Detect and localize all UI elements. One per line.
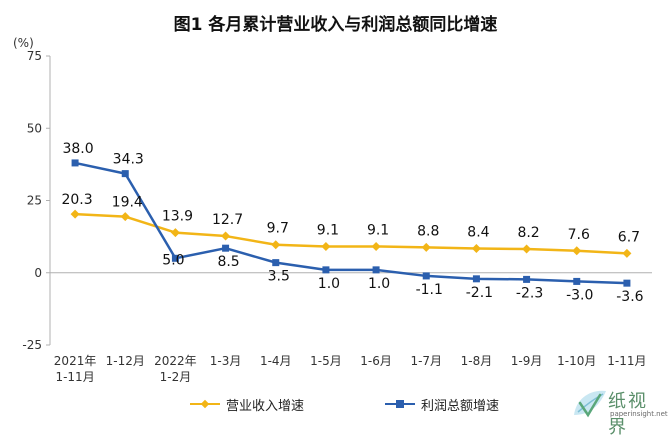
data-point-revenue (321, 241, 331, 251)
data-label-revenue: 12.7 (212, 212, 243, 228)
data-label-revenue: 8.4 (467, 224, 489, 240)
data-point-profit (523, 275, 531, 283)
x-tick-label: 1-12月 (106, 354, 145, 368)
legend-item-revenue: 营业收入增速 (190, 395, 305, 414)
data-point-profit (372, 266, 380, 274)
x-tick-label: 1-4月 (260, 354, 292, 368)
data-point-profit (623, 279, 631, 287)
legend-label-profit: 利润总额增速 (421, 398, 500, 414)
data-label-profit: -3.0 (566, 287, 593, 303)
y-tick-label: 75 (27, 49, 42, 63)
line-chart: 75 50 25 0 -25 2021年 1-11月 1-12月 2022年 1-2月 1-3月 1-… (22, 49, 652, 384)
data-point-revenue (421, 242, 431, 252)
data-point-profit (71, 159, 79, 167)
data-label-profit: 5.0 (162, 252, 184, 268)
y-tick-label: 25 (27, 194, 42, 208)
data-point-revenue (120, 212, 130, 222)
watermark-logo: 纸视界 paperinsight.net (570, 385, 668, 438)
y-tick-label: 50 (27, 121, 42, 135)
x-tick-label: 1-11月 (55, 370, 94, 384)
chart-axes: 75 50 25 0 -25 2021年 1-11月 1-12月 2022年 1-2月 1-3月 1-… (22, 49, 652, 384)
data-point-revenue (622, 248, 632, 258)
series-line-revenue (75, 212, 627, 255)
data-label-revenue: 19.4 (112, 195, 143, 211)
data-point-profit (121, 170, 129, 178)
data-label-profit: -1.1 (416, 282, 443, 298)
data-point-revenue (371, 241, 381, 251)
data-point-profit (272, 259, 280, 267)
data-label-revenue: 8.8 (417, 223, 439, 239)
data-label-profit: 38.0 (62, 141, 93, 157)
data-label-profit: -3.6 (616, 289, 643, 305)
data-point-profit (322, 266, 330, 274)
x-tick-label: 1-11月 (607, 354, 646, 368)
chart-title: 图1 各月累计营业收入与利润总额同比增速 (173, 15, 498, 35)
series-line-profit (74, 161, 627, 285)
y-tick-label: -25 (22, 338, 42, 352)
data-point-profit (222, 244, 230, 252)
legend-marker-profit (396, 400, 404, 408)
legend-item-profit: 利润总额增速 (385, 395, 500, 414)
watermark-text-en: paperinsight.net (610, 410, 668, 418)
legend-label-revenue: 营业收入增速 (226, 398, 305, 414)
data-label-revenue: 7.6 (568, 227, 590, 243)
data-label-profit: 34.3 (113, 152, 144, 168)
data-point-revenue (572, 246, 582, 256)
data-label-profit: -2.3 (516, 285, 543, 301)
x-tick-label: 1-8月 (461, 354, 493, 368)
y-axis-unit-label: (%) (13, 36, 34, 50)
x-tick-label: 2022年 (154, 354, 197, 368)
data-label-revenue: 9.1 (317, 222, 339, 238)
data-label-revenue: 20.3 (61, 192, 92, 208)
data-point-profit (573, 277, 581, 285)
x-tick-label: 1-2月 (160, 370, 192, 384)
data-label-profit: 1.0 (368, 276, 390, 292)
data-point-revenue (522, 244, 532, 254)
data-label-profit: 3.5 (268, 269, 290, 285)
watermark-leaf-icon (574, 390, 606, 418)
data-point-revenue (170, 228, 180, 238)
series-layer (70, 159, 632, 287)
legend-marker-revenue (200, 399, 210, 409)
data-point-profit (422, 272, 430, 280)
data-point-profit (472, 275, 480, 283)
x-tick-label: 1-6月 (360, 354, 392, 368)
x-tick-label: 1-9月 (511, 354, 543, 368)
x-tick-label: 1-3月 (210, 354, 242, 368)
data-label-profit: 8.5 (217, 254, 239, 270)
data-label-profit: -2.1 (466, 285, 493, 301)
data-label-revenue: 9.1 (367, 222, 389, 238)
x-tick-label: 1-5月 (310, 354, 342, 368)
data-label-profit: 1.0 (318, 276, 340, 292)
legend-swatch-profit (385, 397, 415, 411)
data-point-revenue (221, 231, 231, 241)
y-tick-label: 0 (34, 266, 42, 280)
data-label-revenue: 6.7 (618, 229, 640, 245)
data-point-revenue (70, 209, 80, 219)
data-point-revenue (271, 240, 281, 250)
data-label-revenue: 9.7 (267, 221, 289, 237)
data-point-profit (171, 254, 179, 262)
data-label-layer: 20.3 19.4 13.9 12.7 9.7 9.1 9.1 8.8 8.4 8.2 7.6 6.7… (61, 141, 643, 305)
data-label-revenue: 13.9 (162, 209, 193, 225)
legend-swatch-revenue (190, 397, 220, 411)
x-tick-label: 1-10月 (557, 354, 596, 368)
x-tick-label: 1-7月 (410, 354, 442, 368)
x-tick-label: 2021年 (54, 354, 97, 368)
data-label-revenue: 8.2 (517, 225, 539, 241)
data-point-revenue (471, 243, 481, 253)
